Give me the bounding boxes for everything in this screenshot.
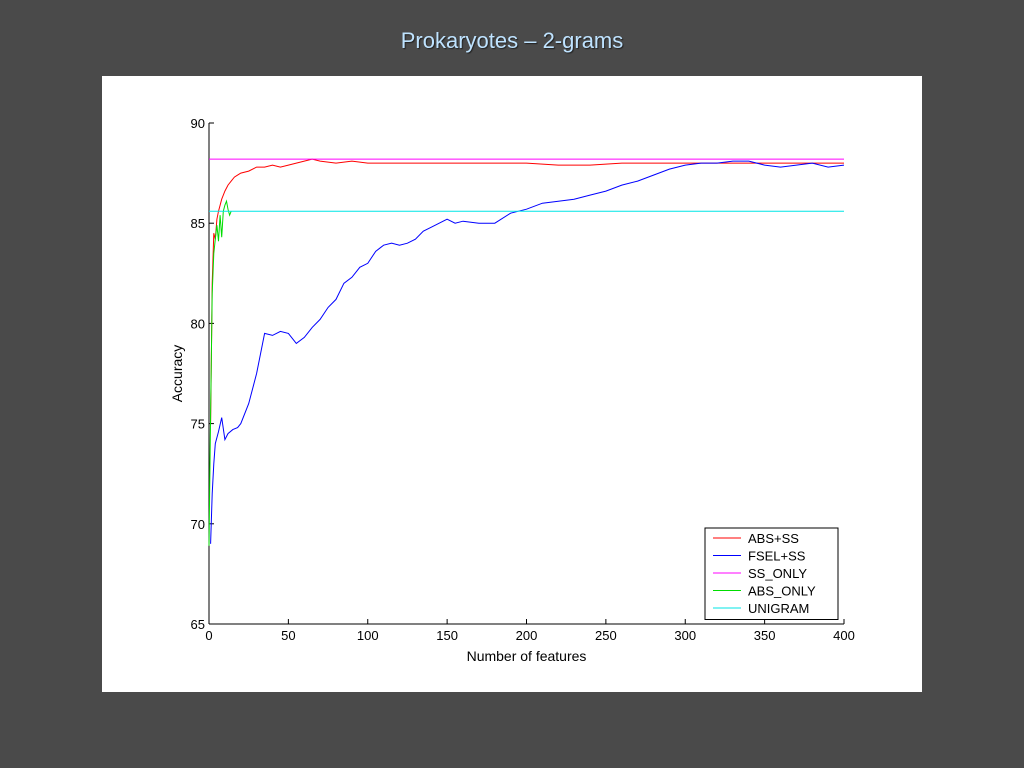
x-axis-label: Number of features (467, 648, 587, 664)
x-tick-label: 150 (436, 628, 458, 643)
x-tick-label: 50 (281, 628, 295, 643)
legend-label-fsel-ss: FSEL+SS (748, 549, 806, 564)
y-tick-label: 75 (191, 417, 205, 432)
legend-label-abs-ss: ABS+SS (748, 531, 799, 546)
plot-panel: 0 50 100 150 200 250 300 350 400 65 70 75 80 85 90 Numb… (102, 76, 922, 692)
accuracy-line-chart: 0 50 100 150 200 250 300 350 400 65 70 75 80 85 90 Numb… (169, 116, 855, 664)
x-tick-label: 100 (357, 628, 379, 643)
y-axis-label: Accuracy (169, 345, 185, 403)
y-tick-label: 85 (191, 216, 205, 231)
y-tick-label: 80 (191, 316, 205, 331)
y-tick-label: 65 (191, 617, 205, 632)
series-layer (208, 158, 845, 546)
legend-label-unigram: UNIGRAM (748, 601, 809, 616)
x-tick-label: 200 (516, 628, 538, 643)
x-tick-label: 400 (833, 628, 855, 643)
x-tick-label: 350 (754, 628, 776, 643)
legend-label-abs-only: ABS_ONLY (748, 584, 816, 599)
x-tick-label: 250 (595, 628, 617, 643)
axes: 0 50 100 150 200 250 300 350 400 65 70 75 80 85 90 Numb… (169, 116, 855, 664)
legend-box (704, 527, 839, 620)
y-tick-label: 90 (191, 116, 205, 131)
x-tick-label: 300 (674, 628, 696, 643)
x-tick-label: 0 (205, 628, 212, 643)
legend-label-ss-only: SS_ONLY (748, 566, 807, 581)
legend: ABS+SS FSEL+SS SS_ONLY ABS_ONLY UNIGRAM (704, 527, 839, 620)
slide-title: Prokaryotes – 2-grams (400, 28, 624, 53)
series-line-fsel-ss (210, 160, 845, 544)
y-tick-label: 70 (191, 517, 205, 532)
series-line-abs-only (208, 199, 232, 546)
series-line-abs-ss (210, 158, 844, 424)
